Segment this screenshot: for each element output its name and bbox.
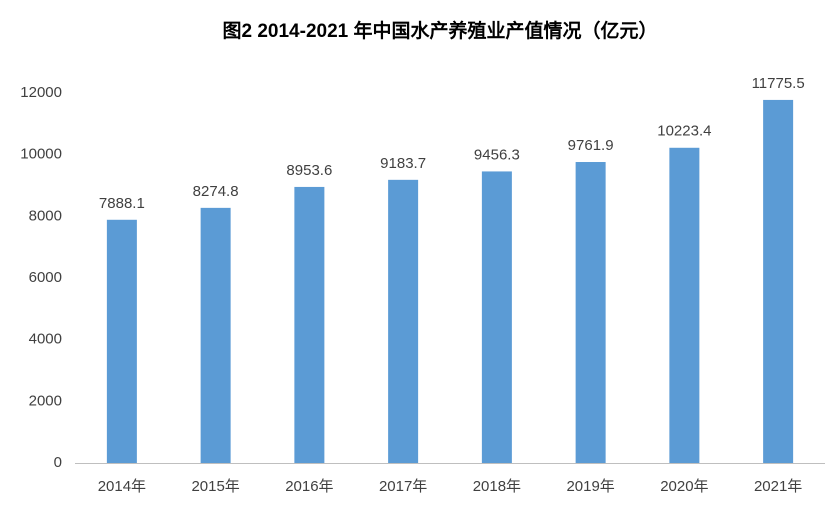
bar (481, 171, 512, 463)
x-tick-label: 2014年 (98, 478, 146, 495)
x-tick-label: 2019年 (566, 478, 614, 495)
chart-title: 图2 2014-2021 年中国水产养殖业产值情况（亿元） (223, 19, 658, 42)
value-label: 7888.1 (99, 195, 145, 212)
y-tick-label: 2000 (29, 392, 62, 409)
y-tick-label: 12000 (20, 84, 62, 101)
y-tick-label: 8000 (29, 207, 62, 224)
y-tick-label: 4000 (29, 331, 62, 348)
value-label: 9761.9 (568, 137, 614, 154)
value-label: 8274.8 (193, 183, 239, 200)
y-tick-label: 6000 (29, 269, 62, 286)
value-label: 9183.7 (380, 155, 426, 172)
bar (200, 207, 231, 463)
x-tick-label: 2020年 (660, 478, 708, 495)
value-label: 10223.4 (657, 123, 711, 140)
x-tick-label: 2016年 (285, 478, 333, 495)
bar (575, 162, 606, 463)
value-label: 8953.6 (286, 162, 332, 179)
bar (763, 99, 794, 463)
value-label: 11775.5 (752, 75, 805, 92)
x-tick-label: 2021年 (754, 478, 802, 495)
x-tick-label: 2015年 (191, 478, 239, 495)
x-tick-label: 2017年 (379, 478, 427, 495)
value-label: 9456.3 (474, 146, 520, 163)
y-tick-label: 0 (54, 454, 62, 471)
bar (294, 186, 325, 463)
y-tick-label: 10000 (20, 146, 62, 163)
bar (106, 219, 137, 463)
bar (388, 179, 419, 463)
x-tick-label: 2018年 (473, 478, 521, 495)
bar (669, 147, 700, 463)
